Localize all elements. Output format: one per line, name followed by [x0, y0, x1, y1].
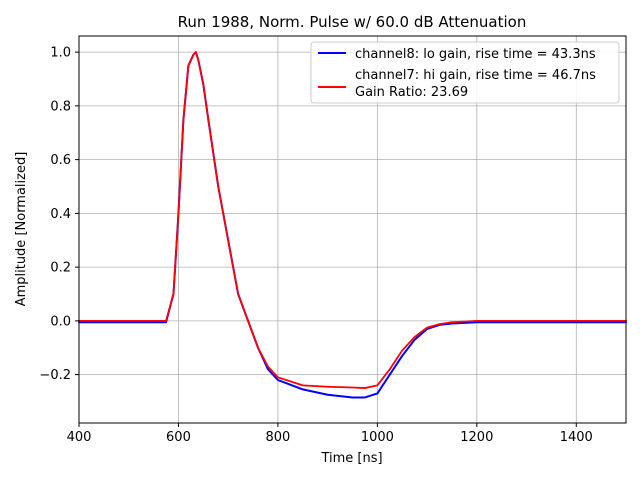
y-axis-label: Amplitude [Normalized] [14, 152, 29, 307]
series-layer [78, 51, 627, 399]
series-line-channel7 [78, 51, 627, 389]
legend: channel8: lo gain, rise time = 43.3ns ch… [310, 41, 620, 104]
legend-label-channel8: channel8: lo gain, rise time = 43.3ns [355, 47, 596, 62]
legend-gain-ratio: Gain Ratio: 23.69 [355, 85, 468, 100]
x-tick-label: 1200 [460, 430, 493, 445]
y-tick-label: −0.2 [39, 368, 71, 383]
chart-title: Run 1988, Norm. Pulse w/ 60.0 dB Attenua… [178, 13, 527, 31]
plot-frame [78, 35, 627, 424]
y-tick-label: 0.8 [50, 99, 71, 114]
y-tick-label: 1.0 [50, 46, 71, 61]
x-axis-ticks: 400 600 800 1000 1200 1400 [67, 423, 593, 445]
x-tick-label: 400 [67, 430, 92, 445]
legend-label-channel7: channel7: hi gain, rise time = 46.7ns [355, 68, 596, 83]
x-tick-label: 1000 [361, 430, 394, 445]
y-axis-ticks: −0.2 0.0 0.2 0.4 0.6 0.8 1.0 [39, 46, 79, 383]
x-tick-label: 800 [265, 430, 290, 445]
x-axis-label: Time [ns] [320, 451, 382, 466]
legend-box [310, 41, 620, 104]
x-tick-label: 1400 [560, 430, 593, 445]
x-tick-label: 600 [166, 430, 191, 445]
y-tick-label: 0.4 [50, 207, 71, 222]
y-tick-label: 0.6 [50, 153, 71, 168]
y-tick-label: 0.0 [50, 314, 71, 329]
y-tick-label: 0.2 [50, 261, 71, 276]
